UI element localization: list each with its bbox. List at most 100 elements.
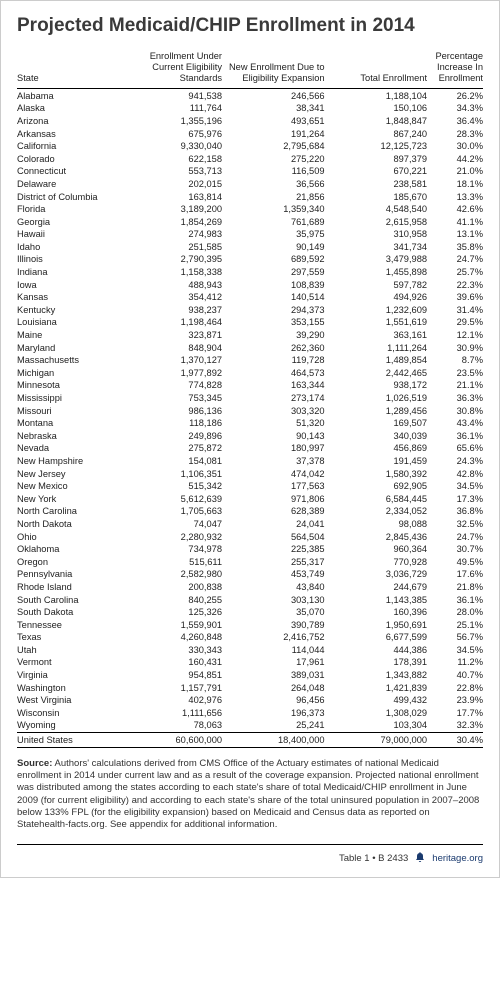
site-link: heritage.org	[432, 853, 483, 864]
cell-current: 74,047	[120, 518, 223, 531]
cell-current: 402,976	[120, 694, 223, 707]
cell-new: 17,961	[222, 656, 325, 669]
cell-pct: 65.6%	[427, 442, 483, 455]
cell-state: Connecticut	[17, 165, 120, 178]
cell-state: Massachusetts	[17, 354, 120, 367]
cell-total: 1,455,898	[325, 266, 428, 279]
cell-new: 114,044	[222, 644, 325, 657]
cell-pct: 42.8%	[427, 467, 483, 480]
table-row: Texas4,260,8482,416,7526,677,59956.7%	[17, 631, 483, 644]
table-row: Minnesota774,828163,344938,17221.1%	[17, 379, 483, 392]
cell-new: 21,856	[222, 190, 325, 203]
cell-total: 244,679	[325, 581, 428, 594]
cell-new: 453,749	[222, 568, 325, 581]
cell-total: 692,905	[325, 480, 428, 493]
cell-total: 6,584,445	[325, 492, 428, 505]
source-label: Source:	[17, 758, 52, 769]
table-row: New York5,612,639971,8066,584,44517.3%	[17, 492, 483, 505]
cell-current: 1,111,656	[120, 707, 223, 720]
cell-state: New York	[17, 492, 120, 505]
table-row: Wisconsin1,111,656196,3731,308,02917.7%	[17, 707, 483, 720]
cell-current: 2,790,395	[120, 253, 223, 266]
cell-pct: 12.1%	[427, 329, 483, 342]
cell-current: 154,081	[120, 455, 223, 468]
cell-current: 488,943	[120, 278, 223, 291]
cell-new: 38,341	[222, 102, 325, 115]
cell-state: Hawaii	[17, 228, 120, 241]
table-row: Hawaii274,98335,975310,95813.1%	[17, 228, 483, 241]
cell-new: 24,041	[222, 518, 325, 531]
cell-total: 897,379	[325, 152, 428, 165]
cell-pct: 30.9%	[427, 341, 483, 354]
cell-new: 474,042	[222, 467, 325, 480]
cell-new: 90,149	[222, 241, 325, 254]
cell-new: 493,651	[222, 115, 325, 128]
cell-total: 169,507	[325, 417, 428, 430]
cell-total: 3,036,729	[325, 568, 428, 581]
cell-state: Washington	[17, 681, 120, 694]
table-row: Mississippi753,345273,1741,026,51936.3%	[17, 392, 483, 405]
cell-state: California	[17, 140, 120, 153]
table-header-row: State Enrollment Under Current Eligibili…	[17, 49, 483, 89]
cell-total: 1,308,029	[325, 707, 428, 720]
cell-new: 39,290	[222, 329, 325, 342]
cell-new: 1,359,340	[222, 203, 325, 216]
cell-new: 264,048	[222, 681, 325, 694]
cell-state: Alabama	[17, 89, 120, 102]
cell-current: 1,559,901	[120, 618, 223, 631]
cell-current: 60,600,000	[120, 732, 223, 747]
cell-pct: 32.3%	[427, 719, 483, 732]
cell-pct: 49.5%	[427, 555, 483, 568]
table-row: Utah330,343114,044444,38634.5%	[17, 644, 483, 657]
cell-state: Louisiana	[17, 316, 120, 329]
cell-new: 303,320	[222, 404, 325, 417]
cell-new: 246,566	[222, 89, 325, 102]
cell-total: 1,950,691	[325, 618, 428, 631]
table-row: Wyoming78,06325,241103,30432.3%	[17, 719, 483, 732]
cell-new: 119,728	[222, 354, 325, 367]
cell-state: North Carolina	[17, 505, 120, 518]
cell-new: 2,416,752	[222, 631, 325, 644]
cell-new: 297,559	[222, 266, 325, 279]
cell-total: 1,580,392	[325, 467, 428, 480]
cell-new: 43,840	[222, 581, 325, 594]
cell-total: 960,364	[325, 543, 428, 556]
cell-state: Oklahoma	[17, 543, 120, 556]
footer: Table 1 • B 2433 heritage.org	[17, 851, 483, 866]
cell-pct: 22.3%	[427, 278, 483, 291]
table-row: Missouri986,136303,3201,289,45630.8%	[17, 404, 483, 417]
cell-total: 867,240	[325, 127, 428, 140]
cell-pct: 24.7%	[427, 530, 483, 543]
cell-total: 1,289,456	[325, 404, 428, 417]
cell-state: North Dakota	[17, 518, 120, 531]
cell-pct: 18.1%	[427, 178, 483, 191]
table-row: Nebraska249,89690,143340,03936.1%	[17, 430, 483, 443]
cell-current: 249,896	[120, 430, 223, 443]
cell-current: 1,158,338	[120, 266, 223, 279]
cell-total: 2,615,958	[325, 215, 428, 228]
cell-total: 938,172	[325, 379, 428, 392]
cell-new: 389,031	[222, 669, 325, 682]
cell-pct: 30.0%	[427, 140, 483, 153]
cell-new: 90,143	[222, 430, 325, 443]
cell-pct: 32.5%	[427, 518, 483, 531]
cell-current: 954,851	[120, 669, 223, 682]
cell-current: 274,983	[120, 228, 223, 241]
cell-current: 125,326	[120, 606, 223, 619]
cell-current: 1,106,351	[120, 467, 223, 480]
cell-state: West Virginia	[17, 694, 120, 707]
cell-pct: 17.7%	[427, 707, 483, 720]
cell-current: 118,186	[120, 417, 223, 430]
col-current: Enrollment Under Current Eligibility Sta…	[120, 49, 223, 89]
cell-pct: 56.7%	[427, 631, 483, 644]
cell-state: New Mexico	[17, 480, 120, 493]
cell-new: 25,241	[222, 719, 325, 732]
cell-new: 116,509	[222, 165, 325, 178]
cell-pct: 24.3%	[427, 455, 483, 468]
cell-total: 1,188,104	[325, 89, 428, 102]
cell-current: 200,838	[120, 581, 223, 594]
cell-pct: 36.4%	[427, 115, 483, 128]
cell-total: 1,343,882	[325, 669, 428, 682]
cell-new: 191,264	[222, 127, 325, 140]
cell-state: Alaska	[17, 102, 120, 115]
